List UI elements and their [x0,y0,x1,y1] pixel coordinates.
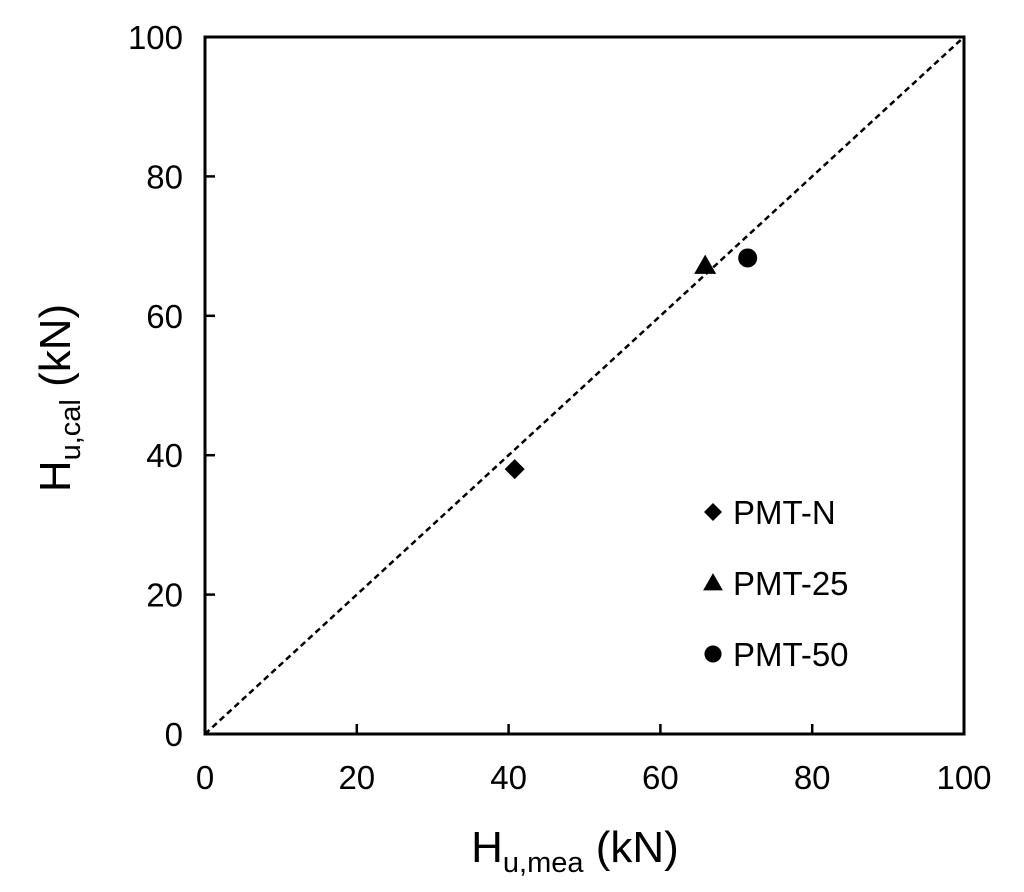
y-axis-title-unit: (kN) [31,304,80,399]
data-point-pmt-n [504,459,525,480]
y-tick-label: 0 [165,716,183,753]
x-axis-title-subscript: u,mea [503,847,584,879]
x-tick-label: 20 [338,759,375,796]
legend-marker-pmt-n [704,503,722,521]
x-tick-label: 40 [490,759,527,796]
legend-marker-pmt-50 [704,645,722,663]
y-tick-label: 80 [146,158,183,195]
reference-line [204,36,965,735]
y-axis-title-subscript: u,cal [55,399,87,460]
y-tick-label: 100 [128,19,183,56]
y-axis-title-main: H [31,460,80,492]
x-axis-title-unit: (kN) [584,823,679,872]
x-axis-title: Hu,mea (kN) [471,823,679,879]
reference-line-layer [204,36,965,735]
x-axis-title-main: H [471,823,503,872]
plot-area-frame [203,35,966,736]
y-axis-title: Hu,cal (kN) [31,304,87,492]
y-tick-label: 40 [146,437,183,474]
data-points-layer [504,248,758,480]
y-tick-label: 20 [146,577,183,614]
x-tick-label: 60 [642,759,679,796]
data-point-pmt-50 [738,248,758,268]
tick-layer: 0 20 40 60 80 100 0 20 40 60 80 100 [128,19,992,796]
legend-label-pmt-n: PMT-N [733,494,836,531]
x-tick-label: 80 [794,759,831,796]
legend: PMT-N PMT-25 PMT-50 [703,494,849,673]
legend-marker-pmt-25 [703,573,723,591]
x-tick-label: 0 [196,759,214,796]
x-tick-label: 100 [936,759,991,796]
legend-label-pmt-50: PMT-50 [733,636,849,673]
legend-label-pmt-25: PMT-25 [733,565,849,602]
data-point-pmt-25 [694,254,717,274]
y-tick-label: 60 [146,298,183,335]
